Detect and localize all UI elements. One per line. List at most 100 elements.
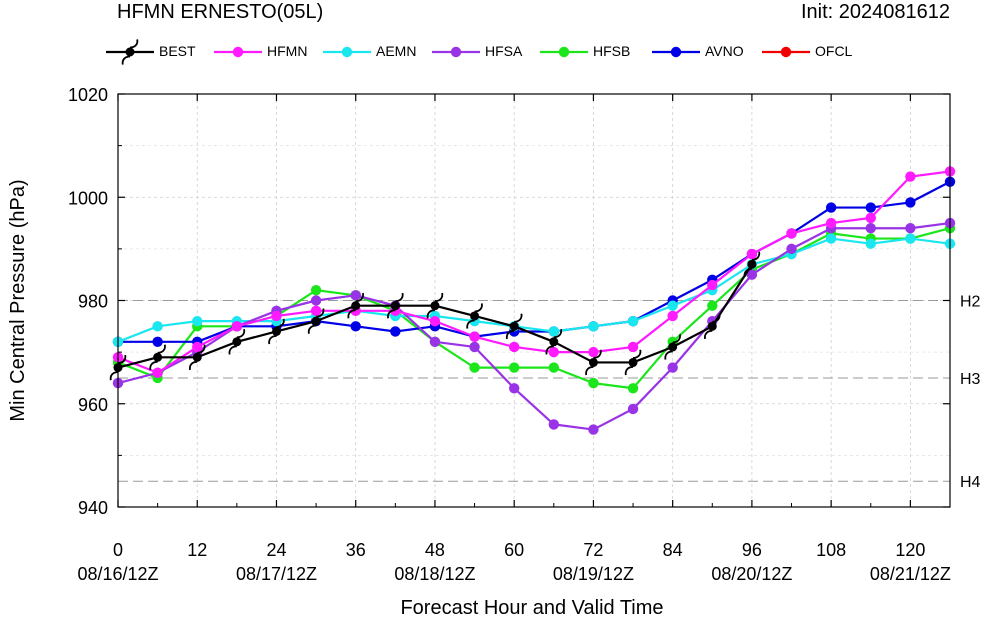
point-aemn: [548, 326, 560, 337]
legend-label: HFSB: [593, 43, 631, 59]
point-hfsb: [469, 362, 480, 373]
axis-ticks: 0 08/16/12Z 12 24 08/17/12Z 36 48 08/18/12Z 60 72…: [68, 85, 951, 584]
series-best: [109, 251, 761, 381]
legend-item-hfsb: HFSB: [540, 40, 650, 66]
legend-label: HFMN: [267, 43, 308, 59]
x-tick-label: 24: [266, 540, 286, 560]
point-avno: [152, 336, 163, 347]
x-tick-label: 48: [425, 540, 445, 560]
best-track-point: [307, 308, 325, 334]
legend-item-aemn: AEMN: [323, 40, 433, 66]
point-hfmn: [786, 228, 797, 239]
ref-label-h2: H2: [960, 294, 981, 311]
legend-item-avno: AVNO: [652, 40, 762, 66]
legend-item-hfmn: HFMN: [214, 40, 324, 66]
legend-label: OFCL: [815, 43, 853, 59]
point-aemn: [825, 233, 837, 244]
point-hfsa: [627, 403, 639, 415]
point-avno: [350, 321, 361, 332]
x-date-label: 08/19/12Z: [553, 564, 634, 584]
legend-label: AEMN: [376, 43, 417, 59]
point-hfsa: [310, 295, 322, 306]
x-tick-label: 84: [663, 540, 683, 560]
point-hfsa: [746, 269, 758, 280]
x-tick-label: 108: [816, 540, 846, 560]
ref-label-h3: H3: [960, 371, 981, 388]
legend-swatch: [323, 46, 371, 58]
reference-lines: H2 H3 H4: [118, 294, 981, 491]
best-track-point: [545, 329, 563, 355]
y-tick-label: 1000: [68, 188, 108, 208]
legend-label: BEST: [159, 43, 196, 59]
point-hfsb: [707, 300, 718, 311]
best-track-point: [664, 334, 681, 360]
series-line-hfmn: [117, 170, 951, 374]
legend-swatch: [432, 46, 480, 58]
best-track-point: [387, 292, 404, 319]
point-hfmn: [469, 331, 480, 342]
legend-swatch: [652, 46, 700, 58]
point-hfmn: [429, 315, 441, 327]
point-hfsa: [508, 383, 520, 394]
chart-title: HFMN ERNESTO(05L): [117, 1, 324, 23]
point-hfmn: [192, 341, 203, 353]
x-date-label: 08/20/12Z: [711, 564, 792, 584]
legend-swatch: [106, 39, 154, 65]
point-hfsa: [667, 362, 678, 373]
x-tick-label: 60: [504, 540, 524, 560]
point-hfsb: [310, 284, 322, 296]
point-avno: [905, 197, 916, 208]
point-hfmn: [905, 171, 916, 182]
point-aemn: [865, 238, 876, 249]
point-avno: [390, 326, 401, 337]
ref-label-h4: H4: [960, 474, 981, 491]
point-hfsa: [469, 341, 480, 353]
y-tick-label: 980: [78, 292, 108, 312]
legend: BEST HFMN AEMN HFSA HFSB AVNO OFCL: [0, 39, 984, 66]
y-tick-label: 940: [78, 498, 108, 518]
point-aemn: [627, 315, 639, 327]
point-hfmn: [508, 341, 520, 353]
x-tick-label: 12: [187, 540, 207, 560]
legend-swatch: [540, 46, 588, 58]
point-aemn: [152, 321, 163, 332]
best-track-point: [228, 329, 246, 355]
hurricane-icon: [121, 39, 139, 65]
x-tick-label: 72: [583, 540, 603, 560]
point-hfsa: [905, 223, 916, 234]
x-date-label: 08/17/12Z: [236, 564, 317, 584]
point-hfmn: [707, 279, 718, 291]
point-avno: [825, 202, 837, 213]
point-hfmn: [152, 367, 163, 378]
point-hfsa: [548, 419, 560, 430]
x-date-label: 08/18/12Z: [394, 564, 475, 584]
point-aemn: [667, 300, 678, 311]
best-track-point: [585, 349, 602, 376]
series: [109, 166, 956, 435]
point-hfsb: [627, 383, 639, 394]
point-hfsa: [786, 243, 797, 255]
y-axis-label: Min Central Pressure (hPa): [7, 179, 29, 421]
legend-item-ofcl: OFCL: [762, 40, 872, 66]
point-hfmn: [548, 346, 560, 358]
legend-swatch: [762, 46, 810, 58]
x-tick-label: 96: [742, 540, 762, 560]
best-track-point: [188, 344, 206, 371]
x-tick-label: 0: [113, 540, 123, 560]
best-track-point: [347, 292, 364, 319]
point-hfmn: [825, 217, 837, 229]
point-hfmn: [231, 321, 243, 332]
init-time: Init: 2024081612: [800, 1, 950, 23]
best-track-point: [505, 313, 523, 340]
legend-swatch: [214, 46, 262, 58]
series-line-avno: [118, 180, 951, 343]
point-aemn: [192, 315, 203, 327]
legend-label: AVNO: [705, 43, 744, 59]
best-track-point: [268, 318, 285, 345]
best-track-point: [426, 292, 444, 319]
x-date-label: 08/16/12Z: [77, 564, 158, 584]
point-hfmn: [271, 310, 282, 322]
best-track-point: [624, 349, 642, 376]
point-hfmn: [865, 212, 876, 224]
